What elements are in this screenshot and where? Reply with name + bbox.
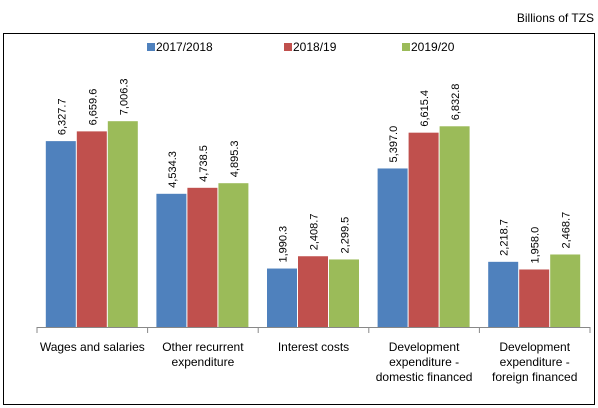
- data-label: 5,397.0: [388, 126, 400, 163]
- bar: [107, 121, 138, 327]
- bar: [377, 168, 408, 327]
- x-tick-label: Other recurrent expenditure: [162, 340, 244, 369]
- data-label: 2,218.7: [499, 219, 511, 256]
- data-label: 6,615.4: [419, 90, 431, 127]
- bar: [76, 131, 107, 327]
- data-label: 1,958.0: [530, 227, 542, 264]
- bar: [550, 254, 581, 327]
- legend-label: 2019/20: [411, 40, 455, 54]
- bar: [187, 187, 218, 327]
- bar: [156, 193, 187, 327]
- data-label: 2,408.7: [309, 214, 321, 251]
- data-label: 6,832.8: [450, 84, 462, 121]
- bar: [408, 132, 439, 327]
- bar: [519, 269, 550, 327]
- legend-swatch: [147, 43, 155, 51]
- data-label: 2,299.5: [340, 217, 352, 254]
- legend-label: 2018/19: [293, 40, 337, 54]
- x-tick-label: Wages and salaries: [39, 340, 145, 354]
- bar: [298, 256, 328, 327]
- frame: [3, 33, 595, 405]
- data-label: 7,006.3: [118, 78, 130, 115]
- bar: [488, 261, 519, 327]
- bar: [267, 268, 297, 327]
- bar: [439, 126, 470, 327]
- data-label: 6,659.6: [87, 89, 99, 126]
- data-label: 6,327.7: [56, 98, 68, 135]
- data-label: 4,738.5: [198, 145, 210, 182]
- data-label: 2,468.7: [561, 212, 573, 249]
- data-label: 1,990.3: [278, 226, 290, 263]
- unit-label: Billions of TZS: [517, 11, 594, 25]
- legend-label: 2017/2018: [156, 40, 213, 54]
- data-label: 4,895.3: [229, 140, 241, 177]
- x-tick-label: Interest costs: [277, 340, 350, 354]
- bar: [329, 259, 359, 327]
- legend-swatch: [284, 43, 292, 51]
- bar: [218, 183, 249, 327]
- x-tick-label: Development expenditure - foreign financ…: [491, 340, 578, 384]
- legend-swatch: [402, 43, 410, 51]
- data-label: 4,534.3: [167, 151, 179, 188]
- bar: [45, 141, 76, 327]
- x-tick-label: Development expenditure - domestic finan…: [375, 340, 473, 384]
